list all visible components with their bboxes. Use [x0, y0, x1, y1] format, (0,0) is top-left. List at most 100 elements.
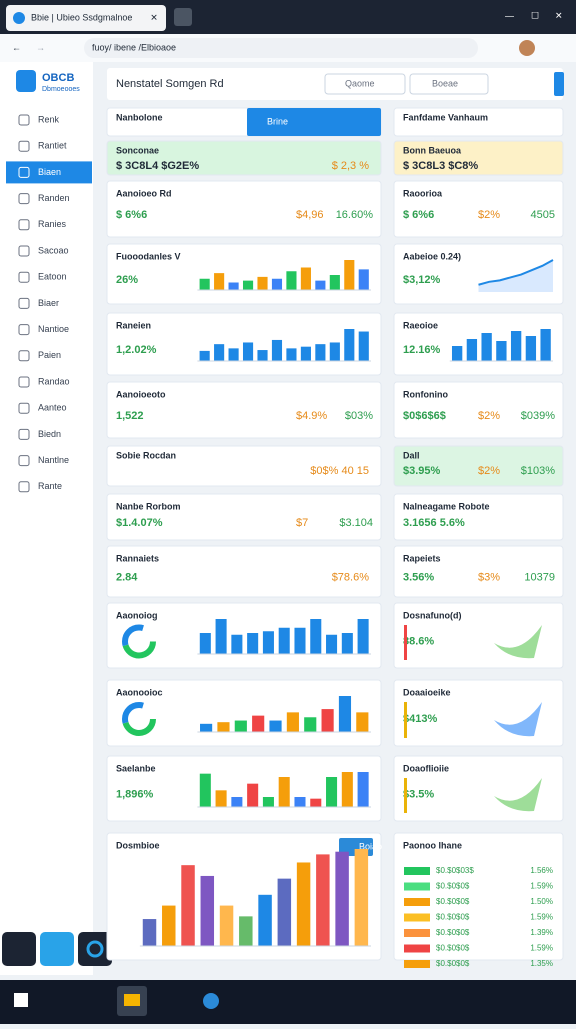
card-title: Raoorioa: [403, 188, 443, 198]
bar: [358, 269, 369, 290]
nav-item[interactable]: Paien: [38, 350, 61, 360]
card-title: Sonconae: [116, 145, 159, 155]
tab-close[interactable]: ✕: [150, 12, 158, 22]
logo: [16, 70, 36, 92]
minimize[interactable]: —: [505, 10, 514, 20]
card-value: $03%: [345, 410, 373, 422]
nav-item[interactable]: Aanteo: [38, 403, 67, 413]
float-icon: [86, 940, 104, 958]
bar: [199, 278, 210, 290]
bar: [228, 282, 239, 290]
bar: [269, 720, 282, 732]
nav-item[interactable]: Rantiet: [38, 141, 67, 151]
card-title: Raneien: [116, 320, 151, 330]
nav-item[interactable]: Randao: [38, 376, 70, 386]
profile[interactable]: [519, 40, 535, 56]
nav-icon: [18, 324, 30, 336]
nav-item[interactable]: Biaer: [38, 298, 59, 308]
header-button[interactable]: [409, 73, 489, 95]
bar: [296, 862, 311, 946]
folder-icon: [124, 994, 140, 1006]
bar: [304, 717, 317, 732]
card-title: Fuooodanles V: [116, 251, 181, 261]
list-label: $0.$0$0$: [436, 928, 470, 937]
nav-icon: [18, 481, 30, 493]
card-title: Nanbe Rorbom: [116, 501, 181, 511]
nav-icon: [18, 376, 30, 388]
list-label: $0.$0$0$: [436, 882, 470, 891]
bar: [300, 267, 311, 290]
new-tab[interactable]: [174, 8, 192, 26]
browser-icon[interactable]: [203, 993, 219, 1009]
bar: [315, 280, 326, 290]
bar: [329, 275, 340, 290]
nav-item[interactable]: Eatoon: [38, 272, 67, 282]
list-value: 1.59%: [530, 882, 553, 891]
card-title: Aaonoiog: [116, 610, 158, 620]
list-label: $0.$0$0$: [436, 944, 470, 953]
nav-item[interactable]: Ranies: [38, 219, 67, 229]
forward[interactable]: →: [36, 42, 45, 52]
brand: OBCB: [42, 72, 74, 84]
search[interactable]: [324, 73, 406, 95]
card-value: $2%: [478, 209, 500, 221]
tab[interactable]: [6, 5, 166, 31]
nav-item[interactable]: Sacoao: [38, 245, 69, 255]
header-action[interactable]: [554, 72, 564, 96]
card-value: 2.84: [116, 571, 138, 583]
card-value: $3.5%: [403, 788, 434, 800]
card-value: $7: [296, 517, 308, 529]
card-title: Aanoioeoto: [116, 389, 166, 399]
card: [393, 140, 564, 176]
card-value: $2%: [478, 410, 500, 422]
card: [393, 180, 564, 238]
list-swatch: [404, 898, 430, 906]
card-title: Aaonooioc: [116, 687, 163, 697]
bar: [344, 260, 355, 290]
bar: [277, 878, 292, 946]
header-title: Nenstatel Somgen Rd: [116, 78, 224, 90]
nav-item[interactable]: Biaen: [38, 167, 61, 177]
accent: [404, 778, 407, 813]
bar: [234, 720, 247, 732]
nav-item[interactable]: Biedn: [38, 429, 61, 439]
bar: [258, 894, 272, 946]
nav-item[interactable]: Renk: [38, 114, 60, 124]
card-title: Sobie Rocdan: [116, 450, 176, 460]
card: [106, 140, 382, 176]
accent: [404, 625, 407, 660]
bar: [321, 709, 334, 732]
bar: [481, 333, 492, 361]
bar: [231, 797, 243, 807]
card-title: Nanbolone: [116, 112, 163, 122]
nav-item[interactable]: Rante: [38, 481, 62, 491]
card-value: $4,96: [296, 209, 324, 221]
nav-item[interactable]: Nantioe: [38, 324, 69, 334]
list-value: 1.59%: [530, 913, 553, 922]
bar: [252, 715, 265, 732]
card-value: 4505: [531, 209, 555, 221]
float-button[interactable]: [78, 932, 112, 966]
card-value: $4.9%: [296, 410, 327, 422]
start[interactable]: [14, 993, 28, 1007]
maximize[interactable]: ☐: [531, 10, 539, 20]
bar: [286, 348, 297, 361]
back[interactable]: ←: [12, 42, 21, 52]
url-field[interactable]: [84, 38, 478, 58]
bar: [496, 341, 507, 361]
nav-item[interactable]: Randen: [38, 193, 70, 203]
list-label: $0.$0$0$: [436, 897, 470, 906]
float-button[interactable]: [2, 932, 36, 966]
bar: [257, 276, 268, 290]
list-label: $0.$0$0$: [436, 959, 470, 968]
nav-item[interactable]: Nantlne: [38, 455, 69, 465]
card: [393, 107, 564, 137]
float-button[interactable]: [40, 932, 74, 966]
list-swatch: [404, 960, 430, 968]
card: [106, 493, 382, 541]
button[interactable]: [247, 108, 381, 136]
close[interactable]: ✕: [555, 10, 563, 20]
card-title: Ronfonino: [403, 389, 448, 399]
